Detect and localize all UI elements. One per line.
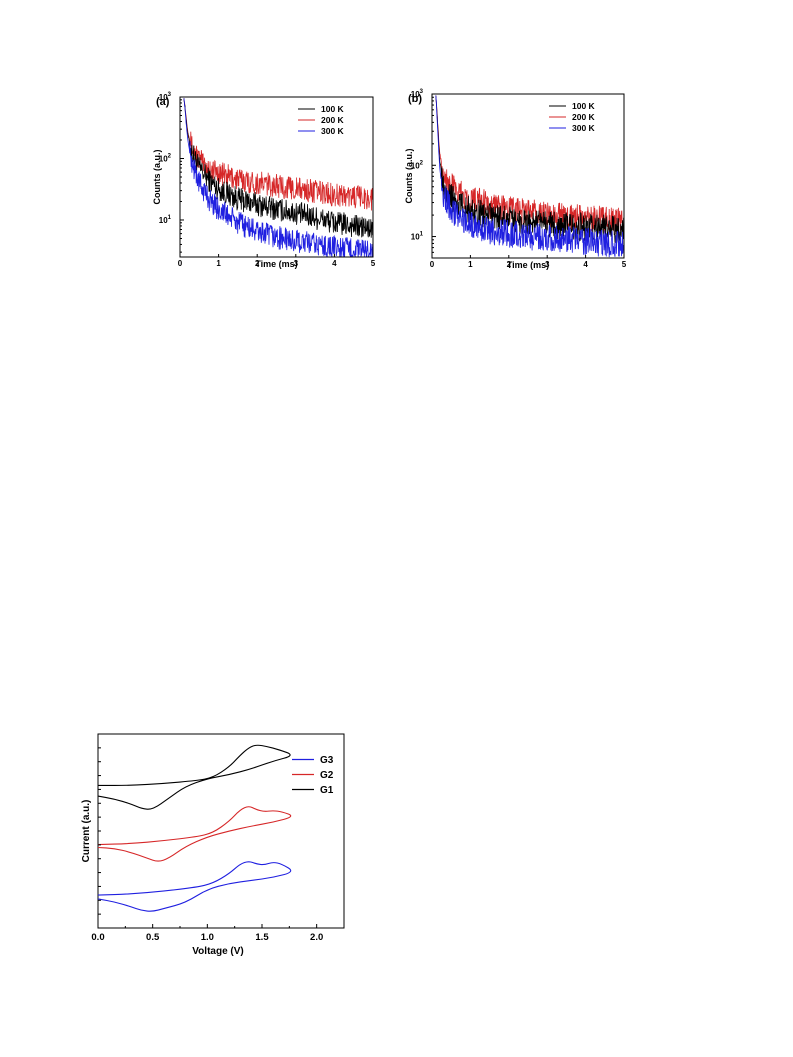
- x-tick-label: 2.0: [310, 932, 323, 943]
- cv-curve-g3: [97, 861, 292, 912]
- x-tick-label: 4: [583, 260, 588, 269]
- x-tick-label: 2: [255, 259, 260, 268]
- series-trace-200k: [183, 98, 373, 211]
- legend-label: 100 K: [572, 101, 596, 111]
- legend-label: G2: [320, 770, 334, 781]
- y-axis-label: Counts (a.u.): [404, 149, 414, 204]
- legend-label: 300 K: [572, 123, 596, 133]
- series-trace-100k: [183, 98, 373, 238]
- x-tick-label: 4: [332, 259, 337, 268]
- y-tick-label: 101: [411, 232, 424, 242]
- plot-frame: [97, 733, 345, 929]
- y-tick-label: 102: [411, 160, 424, 170]
- cv-panel: 0.0 0.5 1.0 1.5 2.0 Voltage (V) Current (a.u.)…: [81, 733, 345, 957]
- y-tick-label: 103: [411, 89, 424, 99]
- decay-panel-a: 0 1 2 3 4 5 101 102 103 Time (ms) Counts (a.u.) (a)…: [152, 92, 376, 269]
- x-tick-label: 1.5: [255, 932, 269, 943]
- x-tick-label: 5: [622, 260, 627, 269]
- y-tick-label: 103: [159, 92, 172, 102]
- x-tick-label: 3: [294, 259, 299, 268]
- y-tick-label: 101: [159, 215, 172, 225]
- x-axis-label: Time (ms): [507, 260, 549, 270]
- y-tick-label: 102: [159, 153, 172, 163]
- series-trace-300k: [183, 98, 373, 257]
- x-tick-label: 5: [371, 259, 376, 268]
- x-tick-label: 2: [507, 260, 512, 269]
- x-tick-label: 0: [430, 260, 435, 269]
- legend-label: 300 K: [321, 126, 345, 136]
- decay-panel-b: 0 1 2 3 4 5 101 102 103 Time (ms) Counts (a.u.) (b)…: [404, 89, 627, 270]
- legend-label: G1: [320, 785, 334, 796]
- panel-label: (b): [408, 93, 422, 105]
- legend-label: G3: [320, 755, 334, 766]
- x-tick-label: 0: [178, 259, 183, 268]
- series-trace-300k: [435, 95, 624, 258]
- x-axis-label: Time (ms): [255, 259, 297, 269]
- x-tick-label: 1: [216, 259, 221, 268]
- y-axis-label: Current (a.u.): [81, 800, 92, 863]
- x-tick-label: 1.0: [201, 932, 214, 943]
- legend-label: 200 K: [572, 112, 596, 122]
- cv-curve-g1: [97, 744, 291, 810]
- x-tick-label: 3: [545, 260, 550, 269]
- x-axis-label: Voltage (V): [192, 946, 243, 957]
- x-tick-label: 0.5: [146, 932, 160, 943]
- legend-label: 100 K: [321, 104, 345, 114]
- x-tick-label: 0.0: [91, 932, 104, 943]
- panel-label: (a): [156, 96, 170, 108]
- cv-curve-g2: [97, 806, 292, 862]
- x-tick-label: 1: [468, 260, 473, 269]
- legend-label: 200 K: [321, 115, 345, 125]
- y-axis-label: Counts (a.u.): [152, 150, 162, 205]
